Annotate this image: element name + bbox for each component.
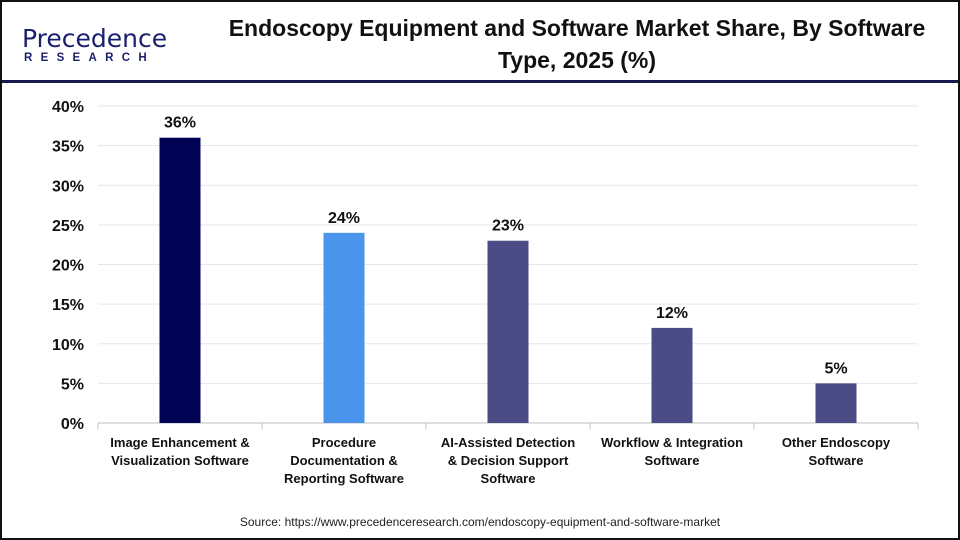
data-label: 5% (824, 360, 847, 377)
bar (651, 327, 693, 423)
bar (815, 383, 857, 423)
x-tick-label: & Decision Support (448, 453, 569, 468)
y-tick-label: 25% (52, 218, 84, 235)
x-tick-label: Workflow & Integration (601, 435, 743, 450)
chart-title: Endoscopy Equipment and Software Market … (228, 15, 926, 73)
y-tick-label: 20% (52, 258, 84, 275)
bar (487, 240, 529, 423)
precedence-research-logo: Precedence RESEARCH (18, 24, 168, 64)
x-tick-label: Image Enhancement & (110, 435, 249, 450)
y-tick-label: 35% (52, 139, 84, 156)
logo-line2: RESEARCH (24, 52, 155, 64)
data-label: 24% (328, 210, 360, 227)
x-tick-label: Reporting Software (284, 471, 404, 486)
x-tick-label: AI-Assisted Detection (441, 435, 575, 450)
data-label: 12% (656, 305, 688, 322)
bar (323, 232, 365, 423)
x-tick-label: Software (481, 471, 536, 486)
data-label: 23% (492, 218, 524, 235)
bar (159, 137, 201, 423)
x-tick-label: Software (645, 453, 700, 468)
data-label: 36% (164, 115, 196, 132)
y-tick-label: 0% (61, 416, 84, 433)
y-tick-label: 30% (52, 178, 84, 195)
logo-line1: Precedence (22, 24, 168, 53)
y-tick-label: 10% (52, 337, 84, 354)
x-tick-label: Visualization Software (111, 453, 249, 468)
y-tick-label: 40% (52, 99, 84, 116)
x-tick-label: Software (809, 453, 864, 468)
x-tick-label: Other Endoscopy (782, 435, 891, 450)
x-tick-label: Documentation & (290, 453, 398, 468)
header-divider (2, 80, 958, 83)
x-tick-label: Procedure (312, 435, 376, 450)
y-tick-label: 5% (61, 376, 84, 393)
y-tick-label: 15% (52, 297, 84, 314)
source-note: Source: https://www.precedenceresearch.c… (239, 515, 721, 529)
